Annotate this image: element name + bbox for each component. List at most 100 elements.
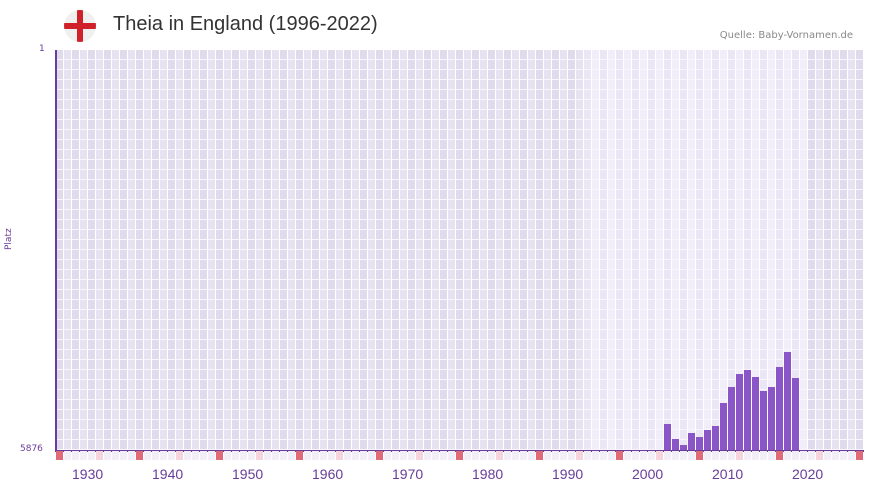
grid-column bbox=[256, 50, 263, 450]
y-tick-bottom: 5876 bbox=[20, 444, 43, 454]
year-marker bbox=[64, 451, 71, 460]
grid-column bbox=[552, 50, 559, 450]
year-marker bbox=[824, 451, 831, 460]
bar-2011[interactable] bbox=[720, 403, 727, 450]
grid-column bbox=[768, 50, 775, 450]
bar-2010[interactable] bbox=[712, 425, 719, 450]
grid-column bbox=[296, 50, 303, 450]
x-tick-label: 1970 bbox=[392, 466, 424, 482]
bar-2018[interactable] bbox=[776, 367, 783, 450]
grid-column bbox=[224, 50, 231, 450]
grid-column bbox=[368, 50, 375, 450]
year-marker bbox=[528, 451, 535, 460]
grid-column bbox=[616, 50, 623, 450]
x-tick-label: 1930 bbox=[72, 466, 104, 482]
grid-column bbox=[168, 50, 175, 450]
year-marker bbox=[168, 451, 175, 460]
grid-column bbox=[200, 50, 207, 450]
x-tick-label: 2000 bbox=[632, 466, 664, 482]
year-marker bbox=[352, 451, 359, 460]
year-marker bbox=[384, 451, 391, 460]
grid-column bbox=[328, 50, 335, 450]
bar-2017[interactable] bbox=[768, 387, 775, 450]
grid-column bbox=[784, 50, 791, 450]
grid-column bbox=[128, 50, 135, 450]
year-marker bbox=[568, 451, 575, 460]
bar-2006[interactable] bbox=[680, 444, 687, 450]
year-marker bbox=[704, 451, 711, 460]
grid-column bbox=[792, 50, 799, 450]
year-marker bbox=[680, 451, 687, 460]
grid-column bbox=[808, 50, 815, 450]
year-marker bbox=[136, 451, 143, 460]
grid-column bbox=[424, 50, 431, 450]
x-tick-label: 1950 bbox=[232, 466, 264, 482]
year-marker bbox=[240, 451, 247, 460]
x-tick-label: 1960 bbox=[312, 466, 344, 482]
year-marker bbox=[488, 451, 495, 460]
bar-2019[interactable] bbox=[784, 352, 791, 450]
year-marker bbox=[392, 451, 399, 460]
bar-2005[interactable] bbox=[672, 438, 679, 450]
year-marker bbox=[784, 451, 791, 460]
bar-2009[interactable] bbox=[704, 429, 711, 450]
bar-2014[interactable] bbox=[744, 370, 751, 450]
grid-column bbox=[104, 50, 111, 450]
grid-column bbox=[720, 50, 727, 450]
year-marker bbox=[816, 451, 823, 460]
year-marker bbox=[752, 451, 759, 460]
grid-column bbox=[416, 50, 423, 450]
grid-column bbox=[856, 50, 863, 450]
bar-2020[interactable] bbox=[792, 378, 799, 450]
bar-2013[interactable] bbox=[736, 374, 743, 450]
year-marker bbox=[144, 451, 151, 460]
grid-column bbox=[184, 50, 191, 450]
year-marker bbox=[792, 451, 799, 460]
grid-column bbox=[752, 50, 759, 450]
bar-2012[interactable] bbox=[728, 387, 735, 450]
grid-column bbox=[72, 50, 79, 450]
grid-column bbox=[632, 50, 639, 450]
grid-column bbox=[248, 50, 255, 450]
year-marker bbox=[216, 451, 223, 460]
grid-column bbox=[592, 50, 599, 450]
grid-column bbox=[696, 50, 703, 450]
chart-title: Theia in England (1996-2022) bbox=[113, 13, 378, 35]
year-marker bbox=[440, 451, 447, 460]
grid-column bbox=[240, 50, 247, 450]
grid-column bbox=[488, 50, 495, 450]
year-marker bbox=[592, 451, 599, 460]
year-marker bbox=[152, 451, 159, 460]
grid-column bbox=[280, 50, 287, 450]
grid-column bbox=[192, 50, 199, 450]
grid-column bbox=[832, 50, 839, 450]
year-marker bbox=[760, 451, 767, 460]
grid-column bbox=[568, 50, 575, 450]
year-marker bbox=[856, 451, 863, 460]
year-marker bbox=[176, 451, 183, 460]
grid-column bbox=[672, 50, 679, 450]
england-flag-icon bbox=[64, 10, 96, 42]
year-marker bbox=[368, 451, 375, 460]
bar-2007[interactable] bbox=[688, 432, 695, 450]
year-marker bbox=[848, 451, 855, 460]
bar-2004[interactable] bbox=[664, 423, 671, 450]
year-marker bbox=[712, 451, 719, 460]
year-marker bbox=[232, 451, 239, 460]
y-axis bbox=[55, 50, 57, 451]
grid-column bbox=[816, 50, 823, 450]
bar-2016[interactable] bbox=[760, 391, 767, 450]
bar-2008[interactable] bbox=[696, 436, 703, 450]
grid-column bbox=[96, 50, 103, 450]
year-marker bbox=[416, 451, 423, 460]
grid-column bbox=[344, 50, 351, 450]
year-marker bbox=[624, 451, 631, 460]
bar-2015[interactable] bbox=[752, 377, 759, 450]
grid-column bbox=[136, 50, 143, 450]
year-marker bbox=[376, 451, 383, 460]
year-marker bbox=[336, 451, 343, 460]
grid-column bbox=[64, 50, 71, 450]
year-marker bbox=[632, 451, 639, 460]
year-marker bbox=[544, 451, 551, 460]
grid-column bbox=[544, 50, 551, 450]
